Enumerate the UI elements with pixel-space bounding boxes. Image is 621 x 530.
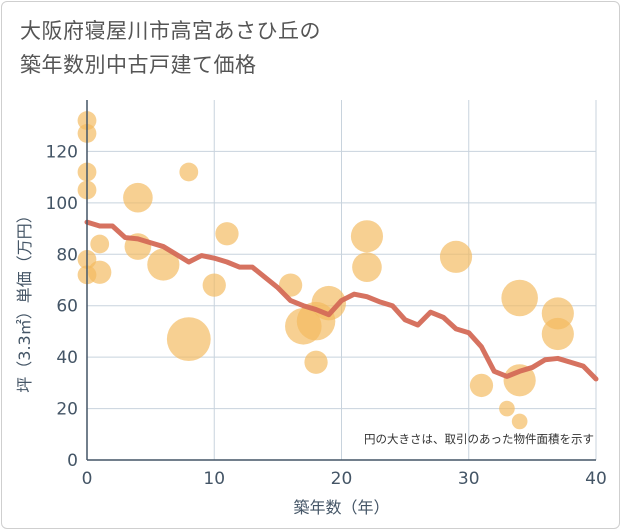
bubble-point: [499, 400, 515, 417]
bubble-point: [350, 220, 384, 253]
bubble-point: [179, 162, 199, 182]
bubble-point: [304, 350, 328, 374]
bubble-series: [77, 111, 574, 430]
bubble-point: [88, 260, 112, 284]
bubble-point: [501, 279, 538, 317]
bubble-point: [215, 222, 239, 246]
y-tick-label: 100: [46, 194, 78, 214]
x-tick-label: 0: [82, 469, 93, 489]
trend-line: [84, 219, 599, 382]
y-tick-label: 60: [56, 297, 78, 317]
x-tick-label: 40: [585, 469, 607, 489]
bubble-point: [90, 234, 110, 254]
y-tick-label: 80: [56, 245, 78, 265]
x-tick-label: 10: [203, 469, 225, 489]
y-tick-label: 40: [56, 348, 78, 368]
x-tick-label: 20: [331, 469, 353, 489]
y-axis-label: 坪（3.3㎡）単価（万円）: [15, 207, 34, 392]
x-tick-label: 30: [458, 469, 480, 489]
bubble-point: [166, 317, 211, 362]
y-tick-label: 120: [46, 142, 78, 162]
bubble-point: [469, 373, 494, 398]
bubble-point: [123, 182, 153, 213]
y-tick-label: 20: [56, 400, 78, 420]
chart-title: 大阪府寝屋川市高宮あさひ丘の 築年数別中古戸建て価格: [20, 14, 321, 82]
bubble-point: [511, 413, 528, 430]
chart-title-line2: 築年数別中古戸建て価格: [20, 53, 257, 77]
axes: [86, 100, 596, 461]
bubble-point: [352, 252, 382, 282]
trend-line-group: [84, 219, 599, 382]
chart-title-line1: 大阪府寝屋川市高宮あさひ丘の: [20, 19, 321, 43]
y-tick-label: 0: [67, 451, 78, 471]
bubble-point: [439, 240, 473, 273]
bubble-point: [202, 273, 226, 297]
chart-note: 円の大きさは、取引のあった物件面積を示す: [364, 432, 594, 446]
bubble-point: [278, 273, 303, 297]
bubble-point: [541, 317, 574, 351]
bubble-point: [147, 248, 180, 281]
tick-labels: 0 10 20 30 40 0 20 40 60 80 100 120: [46, 142, 607, 489]
x-axis-label: 築年数（年）: [293, 498, 389, 517]
